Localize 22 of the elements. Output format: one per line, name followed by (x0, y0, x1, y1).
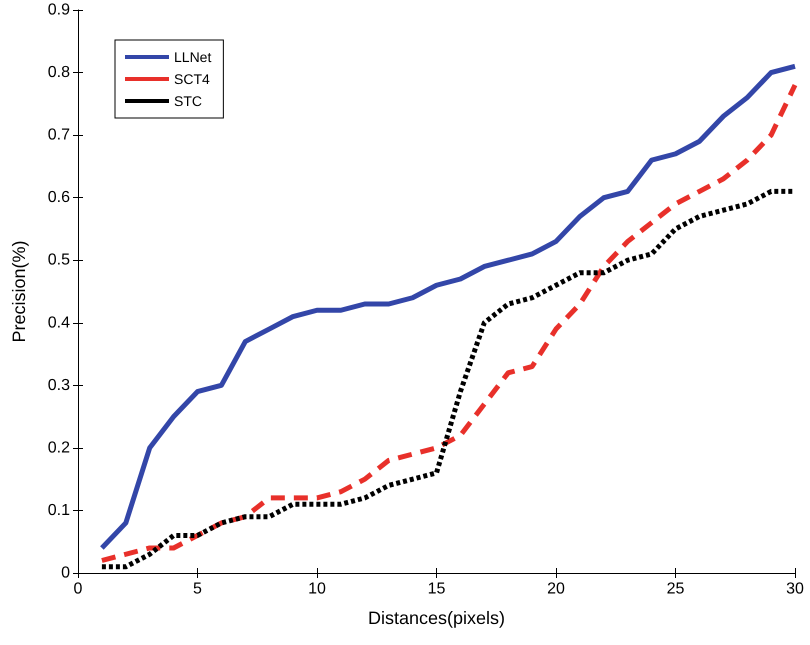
x-tick-label: 25 (666, 580, 684, 598)
y-tick-label: 0.8 (48, 64, 70, 82)
x-axis-title: Distances(pixels) (368, 608, 506, 628)
x-tick-label: 15 (428, 580, 446, 598)
x-tick-label: 0 (74, 580, 83, 598)
y-tick-label: 0.6 (48, 189, 70, 206)
y-tick-label: 0.2 (48, 439, 70, 456)
legend-label: LLNet (174, 49, 212, 65)
x-tick-label: 30 (786, 580, 804, 598)
y-tick-label: 0.9 (48, 2, 70, 18)
legend-label: SCT4 (174, 71, 210, 87)
x-tick-label: 20 (547, 580, 565, 598)
x-tick-label: 10 (308, 580, 326, 598)
x-tick-label: 5 (193, 580, 202, 598)
y-axis-title: Precision(%) (9, 240, 29, 343)
y-tick-label: 0.7 (48, 126, 70, 144)
y-tick-label: 0.1 (48, 502, 70, 519)
y-tick-label: 0.4 (48, 314, 70, 332)
y-tick-label: 0.5 (48, 252, 70, 269)
legend-label: STC (174, 93, 202, 109)
y-tick-label: 0 (61, 564, 70, 582)
y-tick-label: 0.3 (48, 376, 70, 394)
